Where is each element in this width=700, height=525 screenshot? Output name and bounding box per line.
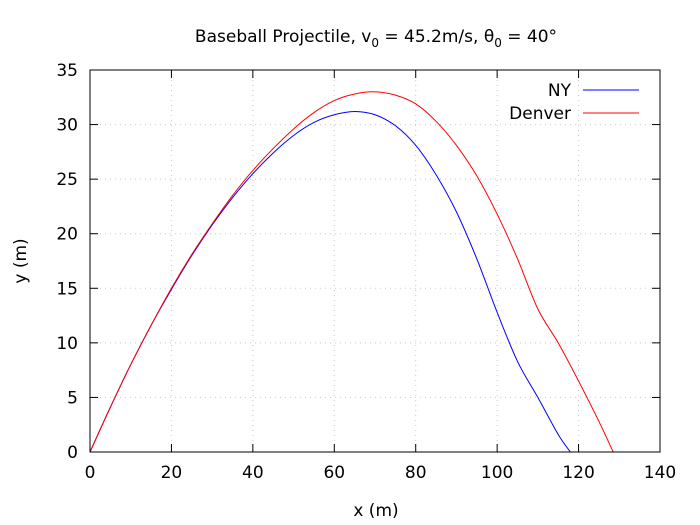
ticks: 0 20 40 60 80 100 120 140 0 5 10 15 20 25 30 35 [56,61,676,483]
x-tick-label: 60 [323,463,345,483]
title-v-subscript: 0 [371,36,379,50]
x-tick-label: 120 [562,463,594,483]
x-tick-label: 80 [405,463,427,483]
x-tick-label: 100 [481,463,513,483]
title-theta-subscript: 0 [494,36,502,50]
series-line-denver [89,91,614,453]
y-tick-label: 30 [56,116,78,136]
chart-title: Baseball Projectile, v0 = 45.2m/s, θ0 = … [195,27,557,50]
title-suffix: = 40° [502,27,557,47]
y-tick-label: 25 [56,170,78,190]
x-tick-label: 0 [85,463,96,483]
y-tick-label: 5 [67,388,78,408]
plot-frame [89,69,661,453]
legend-label: Denver [509,104,571,124]
x-tick-label: 40 [242,463,264,483]
title-middle: = 45.2m/s, θ [379,27,494,47]
title-prefix: Baseball Projectile, v [195,27,371,47]
y-tick-label: 35 [56,61,78,81]
y-tick-label: 10 [56,334,78,354]
y-tick-label: 20 [56,225,78,245]
x-axis-label: x (m) [353,501,398,521]
x-tick-label: 140 [644,463,676,483]
grid [90,70,660,452]
y-axis-label: y (m) [11,238,31,283]
y-tick-label: 0 [67,443,78,463]
y-tick-label: 15 [56,279,78,299]
legend: NY Denver [509,81,639,124]
x-tick-label: 20 [161,463,183,483]
legend-label: NY [548,81,572,101]
series-line-ny [89,110,571,453]
series-layer [89,91,614,453]
